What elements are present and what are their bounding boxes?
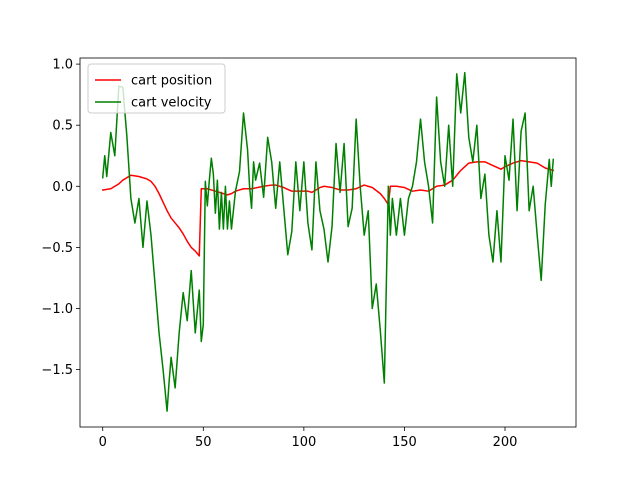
x-tick-label: 50 <box>195 435 212 450</box>
axes-border <box>79 57 577 428</box>
x-tick-label: 0 <box>99 435 107 450</box>
legend-label: cart velocity <box>131 96 212 111</box>
y-axis: −1.5 −1.0 −0.5 0.0 0.5 1.0 <box>41 58 80 378</box>
axes-frame <box>79 57 577 428</box>
series-line-2 <box>101 71 555 412</box>
y-tick-label: −0.5 <box>41 241 73 256</box>
y-tick-label: 0.0 <box>52 180 73 195</box>
y-tick-label: 1.0 <box>52 58 73 73</box>
legend-label: cart position <box>131 74 212 89</box>
x-tick-label: 150 <box>392 435 417 450</box>
y-tick-label: −1.0 <box>41 302 73 317</box>
y-tick-label: 0.5 <box>52 119 73 134</box>
y-tick-label: −1.5 <box>41 363 73 378</box>
legend-box <box>87 63 226 114</box>
legend: cart position cart velocity <box>87 63 226 114</box>
plot-area <box>101 71 555 412</box>
series-line-1 <box>101 159 555 257</box>
x-axis: 0 50 100 150 200 <box>99 427 518 450</box>
x-tick-label: 200 <box>493 435 518 450</box>
x-tick-label: 100 <box>291 435 316 450</box>
